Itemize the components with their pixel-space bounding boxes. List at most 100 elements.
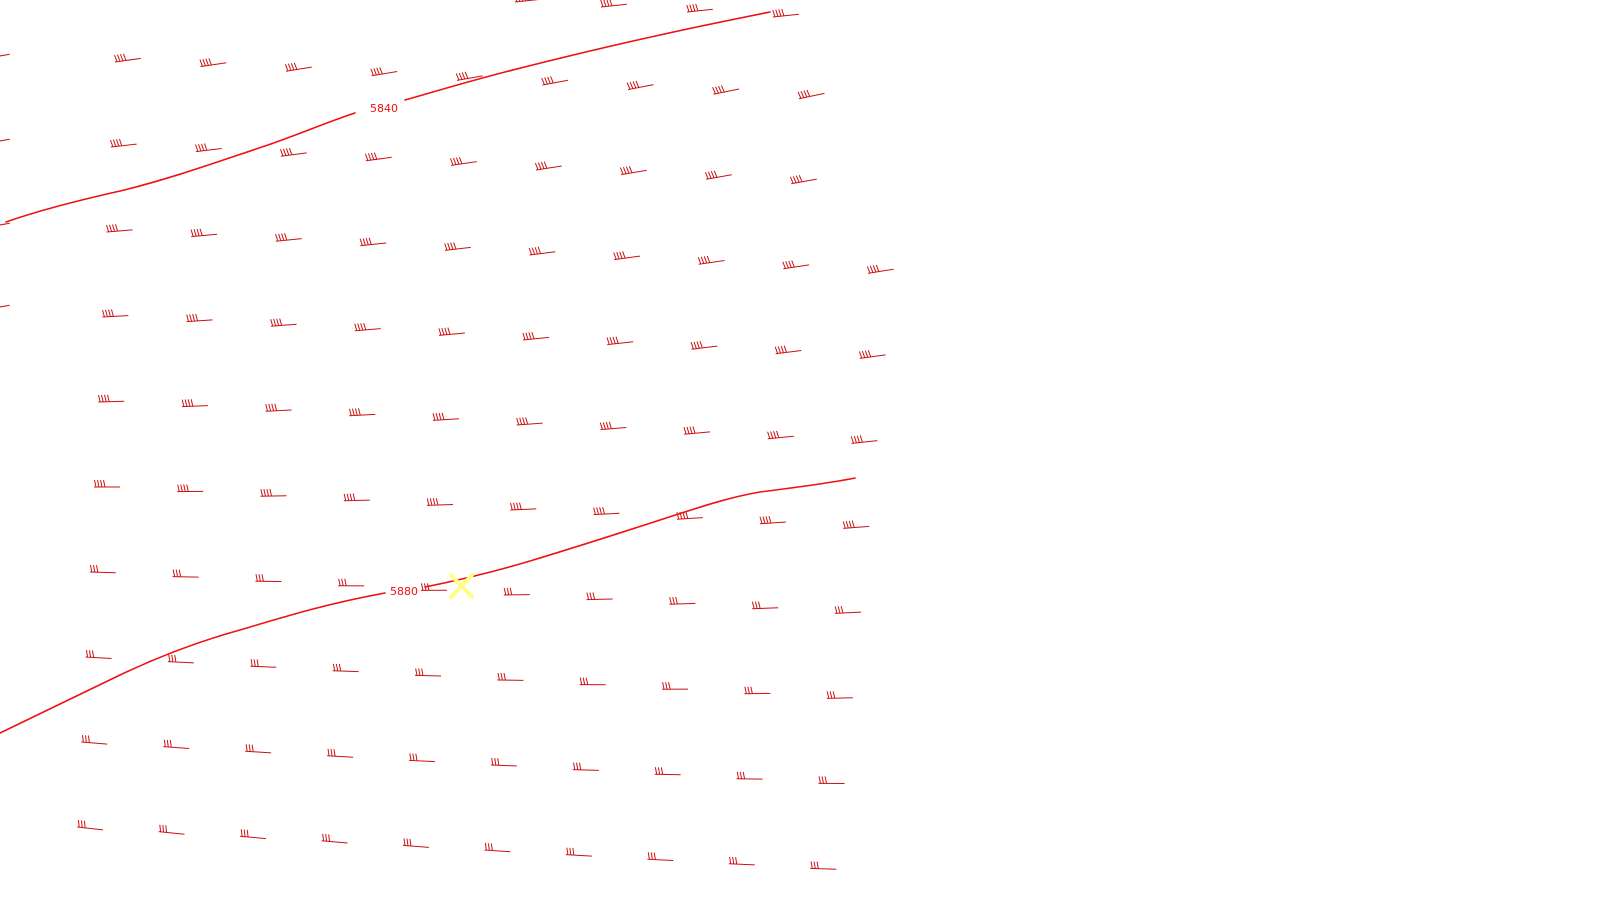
wind-barb-icon [81,735,108,745]
wind-barb-icon [810,861,837,870]
wind-barb-icon [321,833,348,844]
wind-barb-icon [85,649,112,659]
wind-barb-icon [654,767,681,776]
wind-barb-icon [77,820,104,831]
wind-barb-icon [438,327,465,336]
wind-barb-icon [114,53,141,63]
wind-barb-icon [669,596,696,605]
wind-barb-icon [89,564,116,574]
wind-barb-icon [172,569,199,578]
wind-barb-icon [110,138,137,148]
wind-barb-icon [158,824,185,835]
wind-barb-icon [541,76,569,86]
contour-5840: 5840 [5,11,771,223]
wind-barb-icon [245,744,272,754]
wind-barb-icon [697,255,725,265]
wind-barb-icon [767,430,794,440]
wind-barb-icon [275,233,302,242]
wind-barb-icon [712,85,740,95]
wind-barb-icon [797,89,825,100]
wind-barb-icon [690,340,718,350]
wind-barb-icon [510,502,537,511]
wind-barb-icon [0,218,10,227]
wind-barb-icon [364,152,392,162]
wind-barb-icon [662,682,689,690]
wind-barb-icon [736,771,763,780]
contour-label-5880: 5880 [390,585,418,598]
wind-barb-icon [195,143,222,153]
wind-barb-icon [414,668,442,677]
wind-barb-icon [0,49,10,58]
wind-barb-icon [98,394,125,403]
wind-barb-icon [280,147,307,157]
wind-barb-icon [774,345,802,355]
wind-barb-icon [260,488,287,497]
wind-barb-icon [444,242,471,251]
wind-barb-icon [626,80,654,91]
wind-barb-icon [408,753,435,763]
wind-barb-icon [348,408,376,417]
wind-barb-icon [514,0,541,3]
wind-barb-icon [163,739,190,750]
wind-barb-icon [647,852,674,862]
wind-barb-icon [606,336,634,346]
wind-barb-icon [370,67,398,77]
wind-barb-icon [167,654,194,664]
wind-barb-icon [686,3,713,13]
wind-barb-icon [0,134,10,143]
contour-line-5840 [5,11,771,223]
wind-barb-icon [0,300,10,309]
wind-barb-icon [106,224,133,233]
wind-barb-icon [842,520,870,529]
wind-barb-icon [572,762,599,771]
wind-barb-icon [826,691,853,699]
wind-barb-icon [327,748,354,758]
wind-barb-icon [255,574,282,582]
wind-barb-icon [426,497,454,506]
wind-barb-icon [102,309,129,318]
wind-barb-icon [186,313,213,323]
wind-barb-icon [250,659,277,668]
wind-barb-icon [613,251,641,261]
wind-barb-icon [94,479,120,488]
wind-barb-icon [432,412,459,421]
wind-barb-icon [834,605,861,614]
wind-barb-icon [343,493,370,502]
wind-barb-icon [332,663,359,673]
wind-barb-icon [676,511,703,520]
wind-barb-icon [484,842,511,853]
wind-barb-icon [528,246,556,256]
contour-5880: 5880 [0,477,856,734]
contour-line-5880 [0,477,856,734]
wind-barb-icon [782,260,810,270]
wind-barb-icon [772,8,799,18]
wind-barb-icon [593,506,620,516]
wind-barb-icon [190,228,218,238]
wind-barb-icon [240,829,267,840]
wind-barb-icon [599,421,627,431]
wind-barb-icon [177,484,204,493]
wind-barb-icon [744,686,771,695]
wind-barb-icon [420,583,448,591]
wind-barb-icon [586,592,613,601]
wind-barb-icon [565,847,592,857]
wind-barb-icon [534,161,562,171]
wind-barb-icon [450,156,477,166]
contour-label-5840: 5840 [370,102,398,115]
wind-barb-icon [516,417,543,426]
wind-barb-icon [265,403,292,412]
wind-barb-layer [0,0,894,870]
wind-barb-icon [497,672,524,681]
wind-barb-icon [181,399,208,408]
wind-barb-icon [579,677,606,686]
wind-barb-icon [759,516,786,525]
wind-barb-icon [522,331,550,341]
wind-barb-icon [490,757,517,767]
wind-barb-icon [818,776,845,785]
wind-barb-icon [858,350,886,359]
wind-barb-icon [199,58,227,68]
wind-barb-icon [284,62,312,72]
wind-barb-icon [354,322,381,332]
